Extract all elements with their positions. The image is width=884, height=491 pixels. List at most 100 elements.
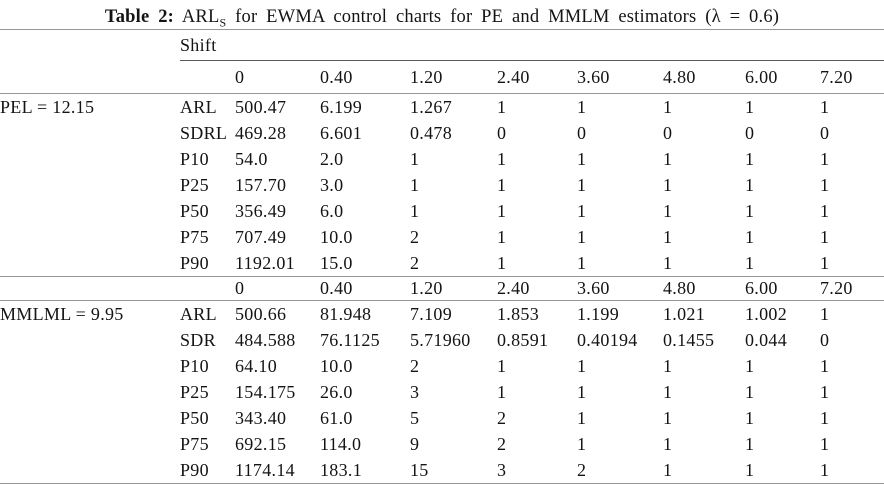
value-cell: 183.1 bbox=[320, 457, 410, 484]
table-row: P90 1192.01 15.0 2 1 1 1 1 1 bbox=[0, 250, 884, 277]
value-cell: 1 bbox=[663, 381, 673, 402]
value-cell: 1 bbox=[663, 457, 745, 484]
value-cell: 1 bbox=[663, 200, 673, 221]
value-cell: 3 bbox=[410, 381, 420, 402]
value-cell: 1 bbox=[663, 174, 673, 195]
value-cell: 469.28 bbox=[235, 122, 287, 143]
value-cell: 1 bbox=[497, 200, 507, 221]
shift-value: 0.40 bbox=[320, 276, 410, 301]
table-row: P25 157.70 3.0 1 1 1 1 1 1 bbox=[0, 172, 884, 198]
value-cell: 1 bbox=[820, 174, 830, 195]
shift-value: 0 bbox=[235, 276, 320, 301]
value-cell: 707.49 bbox=[235, 226, 287, 247]
value-cell: 1 bbox=[497, 226, 507, 247]
value-cell: 0 bbox=[497, 122, 507, 143]
value-cell: 1 bbox=[497, 174, 507, 195]
table-row: P75 692.15 114.0 9 2 1 1 1 1 bbox=[0, 431, 884, 457]
table-caption: Table 2: ARLS for EWMA control charts fo… bbox=[0, 0, 884, 29]
value-cell: 0.1455 bbox=[663, 329, 715, 350]
shift-value: 6.00 bbox=[745, 276, 820, 301]
stat-label: P10 bbox=[180, 355, 209, 376]
table-row: P25 154.175 26.0 3 1 1 1 1 1 bbox=[0, 379, 884, 405]
caption-subscript: S bbox=[219, 15, 227, 30]
value-cell: 1 bbox=[745, 200, 755, 221]
empty-cell bbox=[0, 198, 180, 224]
value-cell: 0.40194 bbox=[577, 329, 638, 350]
value-cell: 64.10 bbox=[235, 355, 277, 376]
value-cell: 1 bbox=[745, 433, 755, 454]
value-cell: 15.0 bbox=[320, 250, 410, 277]
empty-cell bbox=[0, 457, 180, 484]
value-cell: 0 bbox=[820, 329, 830, 350]
empty-cell bbox=[180, 276, 235, 301]
table-row: P10 54.0 2.0 1 1 1 1 1 1 bbox=[0, 146, 884, 172]
empty-cell bbox=[0, 120, 180, 146]
empty-cell bbox=[0, 276, 180, 301]
value-cell: 0.8591 bbox=[497, 329, 549, 350]
value-cell: 1 bbox=[745, 407, 755, 428]
value-cell: 500.47 bbox=[235, 96, 287, 117]
shift-values-row-middle: 0 0.40 1.20 2.40 3.60 4.80 6.00 7.20 bbox=[0, 276, 884, 301]
value-cell: 1 bbox=[820, 148, 830, 169]
value-cell: 1 bbox=[820, 303, 830, 324]
value-cell: 1 bbox=[410, 174, 420, 195]
value-cell: 1 bbox=[745, 250, 820, 277]
table-row: P75 707.49 10.0 2 1 1 1 1 1 bbox=[0, 224, 884, 250]
value-cell: 26.0 bbox=[320, 381, 353, 402]
empty-cell bbox=[0, 405, 180, 431]
table-row: MMLML = 9.95 ARL 500.66 81.948 7.109 1.8… bbox=[0, 301, 884, 328]
value-cell: 1 bbox=[497, 381, 507, 402]
value-cell: 1.021 bbox=[663, 303, 705, 324]
value-cell: 1 bbox=[820, 226, 830, 247]
value-cell: 1 bbox=[663, 355, 673, 376]
value-cell: 3 bbox=[497, 457, 577, 484]
value-cell: 500.66 bbox=[235, 303, 287, 324]
value-cell: 343.40 bbox=[235, 407, 287, 428]
stat-label: P10 bbox=[180, 148, 209, 169]
value-cell: 1 bbox=[745, 457, 820, 484]
value-cell: 81.948 bbox=[320, 303, 372, 324]
empty-cell bbox=[0, 29, 180, 61]
table-row: P90 1174.14 183.1 15 3 2 1 1 1 bbox=[0, 457, 884, 484]
shift-value: 7.20 bbox=[820, 276, 884, 301]
value-cell: 1.002 bbox=[745, 303, 787, 324]
shift-value: 4.80 bbox=[663, 276, 745, 301]
value-cell: 154.175 bbox=[235, 381, 296, 402]
empty-cell bbox=[0, 146, 180, 172]
stat-label: P75 bbox=[180, 433, 209, 454]
value-cell: 1.853 bbox=[497, 303, 539, 324]
shift-value: 4.80 bbox=[663, 60, 745, 94]
shift-value: 2.40 bbox=[497, 60, 577, 94]
value-cell: 1 bbox=[663, 148, 673, 169]
value-cell: 10.0 bbox=[320, 355, 353, 376]
value-cell: 10.0 bbox=[320, 226, 353, 247]
shift-value: 1.20 bbox=[410, 60, 497, 94]
value-cell: 2 bbox=[410, 250, 497, 277]
value-cell: 0 bbox=[577, 122, 587, 143]
value-cell: 1 bbox=[745, 174, 755, 195]
shift-value: 0.40 bbox=[320, 60, 410, 94]
stat-label: P75 bbox=[180, 226, 209, 247]
value-cell: 5 bbox=[410, 407, 420, 428]
shift-spanner-row: Shift bbox=[0, 29, 884, 61]
empty-cell bbox=[0, 431, 180, 457]
empty-cell bbox=[0, 250, 180, 277]
value-cell: 6.0 bbox=[320, 200, 344, 221]
value-cell: 1 bbox=[410, 200, 420, 221]
value-cell: 1 bbox=[745, 96, 755, 117]
table-row: P50 356.49 6.0 1 1 1 1 1 1 bbox=[0, 198, 884, 224]
stat-label: P25 bbox=[180, 174, 209, 195]
caption-arl: ARL bbox=[181, 7, 220, 27]
value-cell: 1 bbox=[577, 174, 587, 195]
caption-number: Table 2: bbox=[104, 7, 175, 27]
stat-label: ARL bbox=[180, 303, 217, 324]
value-cell: 0.044 bbox=[745, 329, 787, 350]
value-cell: 1 bbox=[577, 355, 587, 376]
value-cell: 54.0 bbox=[235, 148, 268, 169]
value-cell: 2 bbox=[497, 407, 507, 428]
shift-value: 1.20 bbox=[410, 276, 497, 301]
value-cell: 484.588 bbox=[235, 329, 296, 350]
stat-label: P50 bbox=[180, 407, 209, 428]
empty-cell bbox=[0, 327, 180, 353]
